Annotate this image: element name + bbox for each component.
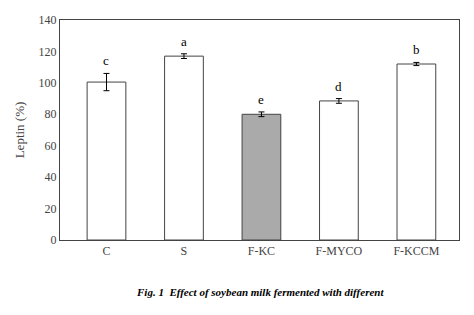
svg-text:Fig. 1 Effect of soybean milk: Fig. 1 Effect of soybean milk fermented … — [136, 286, 384, 298]
svg-text:a: a — [181, 34, 187, 49]
svg-text:20: 20 — [45, 202, 57, 216]
svg-text:80: 80 — [45, 107, 57, 121]
svg-text:d: d — [335, 79, 342, 94]
svg-text:0: 0 — [51, 233, 57, 247]
svg-text:Leptin (%): Leptin (%) — [12, 102, 27, 159]
svg-text:60: 60 — [45, 139, 57, 153]
svg-text:100: 100 — [39, 76, 57, 90]
svg-text:F-MYCO: F-MYCO — [316, 244, 363, 258]
svg-text:S: S — [181, 244, 188, 258]
svg-text:140: 140 — [39, 13, 57, 27]
svg-text:120: 120 — [39, 45, 57, 59]
svg-text:b: b — [413, 42, 420, 57]
svg-text:C: C — [102, 244, 110, 258]
svg-text:F-KCCM: F-KCCM — [393, 244, 439, 258]
svg-text:c: c — [103, 53, 109, 68]
svg-text:F-KC: F-KC — [248, 244, 275, 258]
svg-text:e: e — [258, 92, 264, 107]
svg-text:40: 40 — [45, 170, 57, 184]
